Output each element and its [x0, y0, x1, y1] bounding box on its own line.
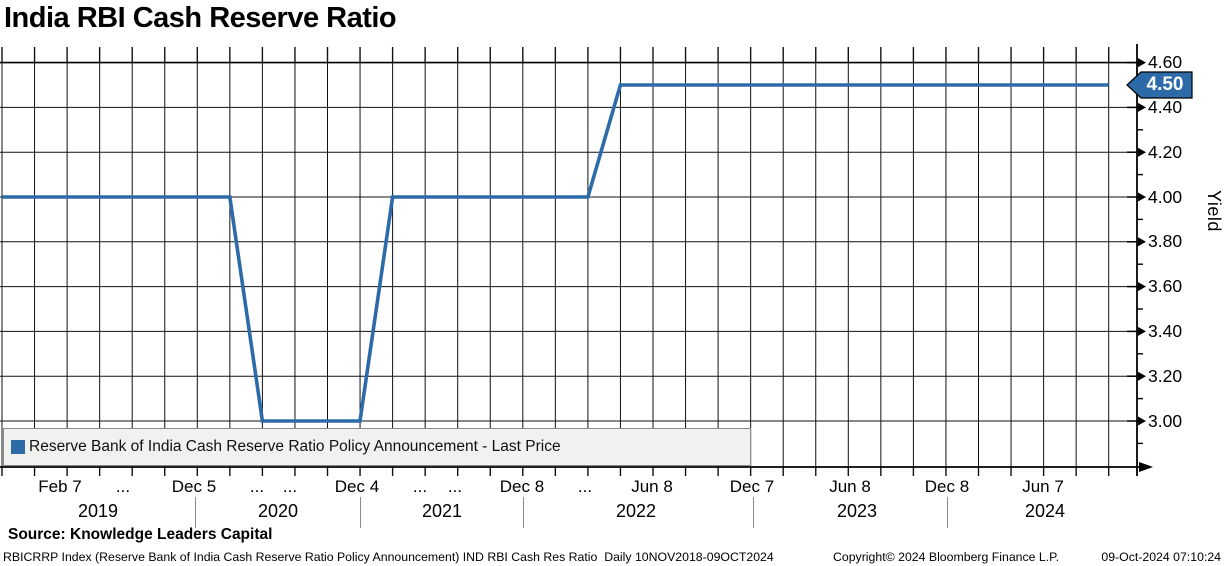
x-tick-label: ...	[447, 477, 463, 496]
legend-box: Reserve Bank of India Cash Reserve Ratio…	[3, 428, 751, 466]
plot-area	[0, 44, 1193, 476]
y-tick-arrow-icon	[1138, 371, 1146, 381]
footer-disclaimer: RBICRRP Index (Reserve Bank of India Cas…	[0, 550, 1224, 566]
legend-marker-icon	[11, 440, 25, 454]
y-tick-arrow-icon	[1138, 58, 1146, 68]
y-tick-label: 4.60	[1148, 52, 1183, 73]
x-tick-label: Feb 7	[38, 477, 82, 496]
y-tick-label: 4.20	[1148, 141, 1183, 162]
year-separator	[360, 497, 361, 528]
x-tick-label: Jun 7	[1022, 477, 1064, 496]
x-tick-label: Dec 8	[499, 477, 545, 496]
y-tick-arrow-icon	[1138, 102, 1146, 112]
last-price-tag	[1126, 71, 1193, 99]
x-tick-label: Jun 8	[631, 477, 673, 496]
y-tick-label: 3.60	[1148, 276, 1183, 297]
y-tick-arrow-icon	[1138, 192, 1146, 202]
y-tick-arrow-icon	[1138, 147, 1146, 157]
source-note: Source: Knowledge Leaders Capital	[8, 526, 273, 543]
x-tick-label: ...	[115, 477, 131, 496]
page-title: India RBI Cash Reserve Ratio	[4, 2, 397, 34]
x-tick-label: Dec 7	[729, 477, 775, 496]
footer-ticker-info: RBICRRP Index (Reserve Bank of India Cas…	[3, 550, 774, 564]
y-tick-arrow-icon	[1138, 416, 1146, 426]
year-separator	[753, 497, 754, 528]
year-label: 2023	[836, 501, 878, 521]
y-tick-label: 4.40	[1148, 96, 1183, 117]
year-label: 2024	[1024, 501, 1066, 521]
y-tick-arrow-icon	[1138, 326, 1146, 336]
year-label: 2019	[77, 501, 119, 521]
y-tick-arrow-icon	[1138, 237, 1146, 247]
year-label: 2020	[257, 501, 299, 521]
y-tick-label: 4.00	[1148, 186, 1183, 207]
year-separator	[195, 497, 196, 528]
year-separator	[523, 497, 524, 528]
x-tick-label: Dec 5	[171, 477, 217, 496]
y-tick-arrow-icon	[1138, 282, 1146, 292]
x-tick-label: ...	[282, 477, 298, 496]
footer-timestamp: 09-Oct-2024 07:10:24	[1101, 550, 1221, 564]
x-tick-label: Dec 4	[334, 477, 380, 496]
x-tick-label: ...	[249, 477, 265, 496]
y-axis-title: Yield	[1204, 190, 1224, 232]
y-tick-label: 3.20	[1148, 365, 1183, 386]
y-tick-label: 3.80	[1148, 231, 1183, 252]
x-tick-label: ...	[412, 477, 428, 496]
y-tick-label: 3.40	[1148, 320, 1183, 341]
footer-copyright: Copyright© 2024 Bloomberg Finance L.P.	[833, 550, 1060, 564]
x-axis-arrow-icon	[1139, 462, 1153, 472]
x-tick-label: Dec 8	[924, 477, 970, 496]
legend-label: Reserve Bank of India Cash Reserve Ratio…	[29, 438, 561, 455]
year-separator	[947, 497, 948, 528]
last-price-tag-label: 4.50	[1146, 74, 1184, 95]
year-label: 2022	[615, 501, 657, 521]
year-label: 2021	[421, 501, 463, 521]
price-line	[2, 83, 1109, 423]
x-tick-label: Jun 8	[829, 477, 871, 496]
y-tick-label: 3.00	[1148, 410, 1183, 431]
x-tick-label: ...	[577, 477, 593, 496]
